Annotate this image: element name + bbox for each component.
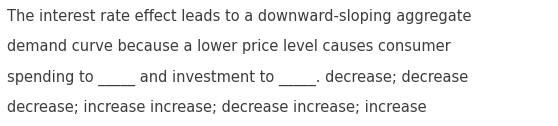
Text: The interest rate effect leads to a downward-sloping aggregate: The interest rate effect leads to a down… <box>7 9 471 24</box>
Text: spending to _____ and investment to _____. decrease; decrease: spending to _____ and investment to ____… <box>7 69 468 86</box>
Text: demand curve because a lower price level causes consumer: demand curve because a lower price level… <box>7 39 450 54</box>
Text: decrease; increase increase; decrease increase; increase: decrease; increase increase; decrease in… <box>7 100 426 115</box>
